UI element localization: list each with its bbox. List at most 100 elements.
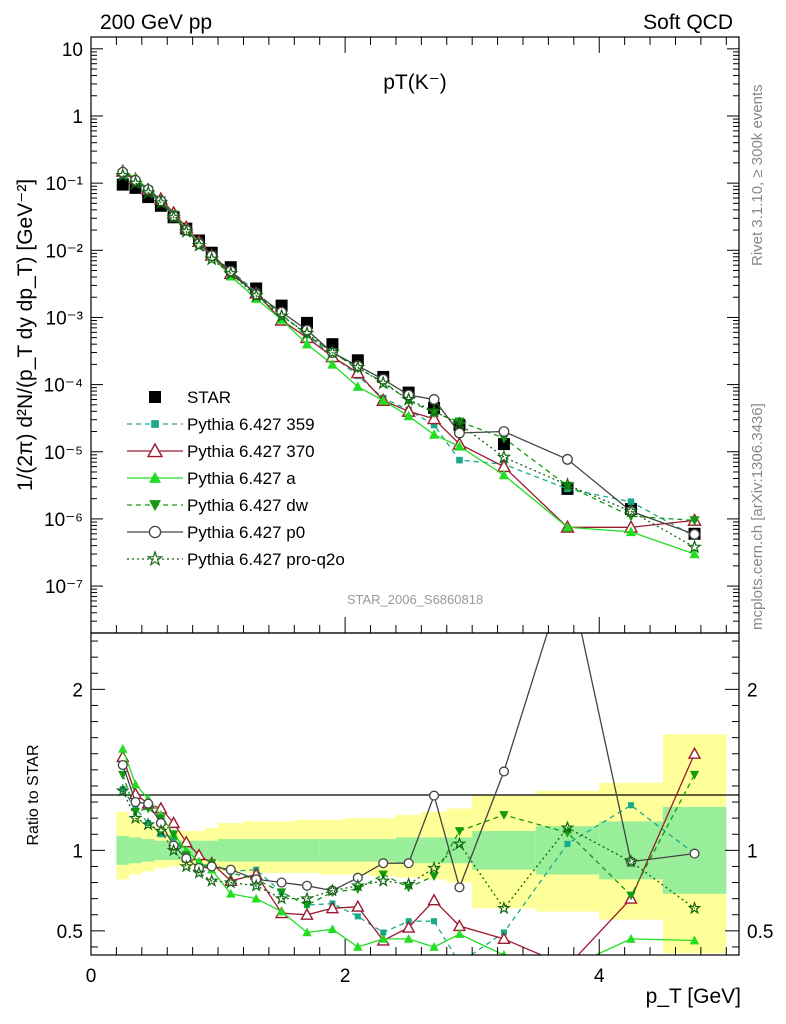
ratio-band-stat — [141, 839, 155, 862]
ratio-data-point — [128, 810, 143, 825]
ratio-data-point — [452, 836, 467, 850]
ratio-band-stat — [218, 839, 244, 862]
ratio-band-stat — [599, 821, 663, 880]
ratio-data-point — [249, 878, 264, 892]
ratio-data-point — [119, 786, 126, 793]
ratio-data-point — [426, 860, 442, 874]
main-data-point — [689, 528, 700, 540]
ratio-data-point — [301, 880, 313, 891]
ratio-band-stat — [129, 837, 142, 864]
main-data-point — [498, 469, 510, 480]
main-data-point — [324, 344, 340, 359]
main-data-point — [497, 438, 510, 451]
ratio-data-point — [166, 816, 181, 829]
ratio-band-stat — [243, 839, 269, 862]
main-data-point — [375, 375, 391, 390]
ratio-data-point — [378, 933, 388, 943]
ratio-data-point — [225, 864, 236, 875]
ratio-data-point — [687, 746, 702, 759]
main-data-point — [454, 427, 465, 439]
ratio-data-point — [624, 854, 638, 868]
ratio-data-point — [276, 877, 287, 888]
main-y-tick-label: 10⁻⁶ — [44, 510, 83, 531]
ratio-band-stat — [446, 837, 473, 864]
ratio-data-point — [145, 819, 152, 827]
mcplots-label: mcplots.cern.ch [arXiv:1306.3436] — [749, 403, 766, 630]
legend-entry: Pythia 6.427 a — [127, 469, 296, 488]
legend-label: Pythia 6.427 pro-q2o — [187, 550, 345, 569]
main-data-point — [301, 338, 313, 349]
main-series-line — [122, 171, 695, 535]
main-y-tick-label: 10⁻⁴ — [44, 376, 83, 397]
main-data-point — [562, 453, 573, 465]
legend-label: Pythia 6.427 p0 — [187, 523, 305, 542]
ratio-data-point — [141, 817, 156, 831]
legend-marker — [149, 500, 161, 512]
legend-entry: Pythia 6.427 370 — [127, 442, 315, 461]
main-series-line — [122, 170, 695, 528]
main-data-point — [274, 308, 290, 323]
main-data-point — [378, 395, 389, 405]
ratio-data-point — [130, 779, 141, 789]
ratio-data-point — [179, 859, 194, 873]
legend-entry: Pythia 6.427 dw — [127, 496, 309, 515]
main-series-line — [122, 174, 695, 548]
main-data-point — [426, 403, 442, 418]
ratio-data-point — [143, 798, 154, 809]
main-data-point — [327, 358, 338, 369]
main-panel-frame — [90, 36, 740, 634]
main-data-point — [627, 498, 635, 506]
ratio-series-5 — [115, 783, 702, 915]
ratio-data-point — [429, 872, 439, 882]
ratio-panel-frame — [90, 632, 740, 956]
ratio-band-stat — [421, 837, 447, 864]
ratio-data-point — [192, 865, 206, 879]
ratio-data-point — [403, 858, 414, 869]
ratio-band-stat — [370, 839, 396, 862]
ratio-data-point — [401, 876, 416, 891]
ratio-data-point — [427, 893, 441, 906]
ratio-data-point — [300, 891, 314, 905]
ratio-y-tick-label-right: 0.5 — [747, 922, 773, 943]
ratio-data-point — [325, 901, 340, 914]
ratio-data-point — [302, 901, 312, 911]
main-data-point — [560, 477, 575, 492]
main-y-ticks: 10⁻⁷ 10⁻⁶ 10⁻⁵ 10⁻⁴ 10⁻³ 10⁻² 10⁻¹ 1 10 — [44, 37, 739, 634]
legend-entry: Pythia 6.427 pro-q2o — [127, 550, 345, 569]
main-data-point — [428, 394, 440, 405]
ratio-band-stat — [345, 839, 371, 862]
main-data-point — [352, 381, 363, 391]
main-data-point — [206, 250, 218, 262]
ratio-data-point — [454, 882, 465, 893]
ratio-data-point — [204, 873, 219, 887]
legend-label: Pythia 6.427 dw — [187, 496, 309, 515]
legend-entry: STAR — [149, 388, 231, 407]
main-series — [115, 163, 702, 559]
ratio-data-point — [689, 935, 700, 945]
main-y-tick-label: 10⁻² — [46, 241, 84, 262]
ratio-band-stat — [294, 839, 320, 862]
ratio-data-point — [376, 873, 391, 887]
main-y-tick-label: 10 — [62, 40, 83, 61]
ratio-series — [115, 633, 702, 955]
ratio-data-point — [327, 924, 338, 934]
ratio-data-point — [166, 843, 181, 857]
legend-marker — [151, 420, 159, 428]
ratio-data-point — [560, 820, 575, 834]
legend-label: Pythia 6.427 359 — [187, 415, 315, 434]
ratio-data-point — [501, 950, 507, 955]
ratio-data-point — [627, 802, 635, 809]
main-data-point — [454, 417, 465, 428]
ratio-y-axis-label: Ratio to STAR — [25, 744, 42, 845]
main-y-tick-label: 10⁻³ — [46, 308, 84, 329]
ratio-data-point — [157, 831, 164, 838]
ratio-data-point — [689, 770, 700, 780]
main-y-tick-label: 1 — [72, 107, 83, 128]
ratio-data-point — [276, 906, 287, 916]
ratio-y-tick-label: 1 — [72, 841, 83, 862]
main-data-point — [562, 481, 573, 492]
ratio-data-point — [251, 893, 261, 903]
main-data-point — [687, 539, 702, 554]
main-series-line — [122, 172, 695, 522]
ratio-data-point — [499, 811, 509, 820]
